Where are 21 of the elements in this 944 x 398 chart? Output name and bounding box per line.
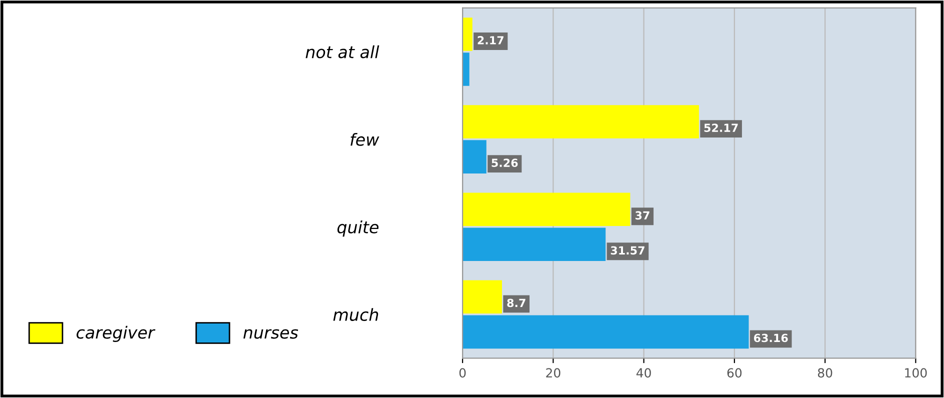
data-label: 52.17 xyxy=(704,124,738,132)
y-tick-label: quite xyxy=(337,220,378,237)
data-label: 8.7 xyxy=(507,298,526,308)
data-label: 5.26 xyxy=(492,158,518,168)
data-label: 31.57 xyxy=(610,246,644,255)
bar xyxy=(462,52,470,86)
x-tick-label: 40 xyxy=(636,368,651,378)
x-tick-label: 100 xyxy=(905,368,927,378)
bar xyxy=(462,18,472,51)
data-label: 37 xyxy=(635,211,650,220)
data-label: 2.17 xyxy=(478,36,504,44)
x-tick-label: 80 xyxy=(818,368,832,378)
legend-label: caregiver xyxy=(76,326,156,342)
x-tick-label: 0 xyxy=(459,368,466,378)
y-tick-label: not at all xyxy=(306,45,380,58)
data-label: 63.16 xyxy=(754,334,788,342)
legend-label: nurses xyxy=(243,329,298,339)
x-tick-label: 60 xyxy=(727,368,742,378)
x-tick-label: 20 xyxy=(546,368,560,378)
y-tick-label: much xyxy=(333,308,378,321)
y-tick-label: few xyxy=(350,132,380,146)
